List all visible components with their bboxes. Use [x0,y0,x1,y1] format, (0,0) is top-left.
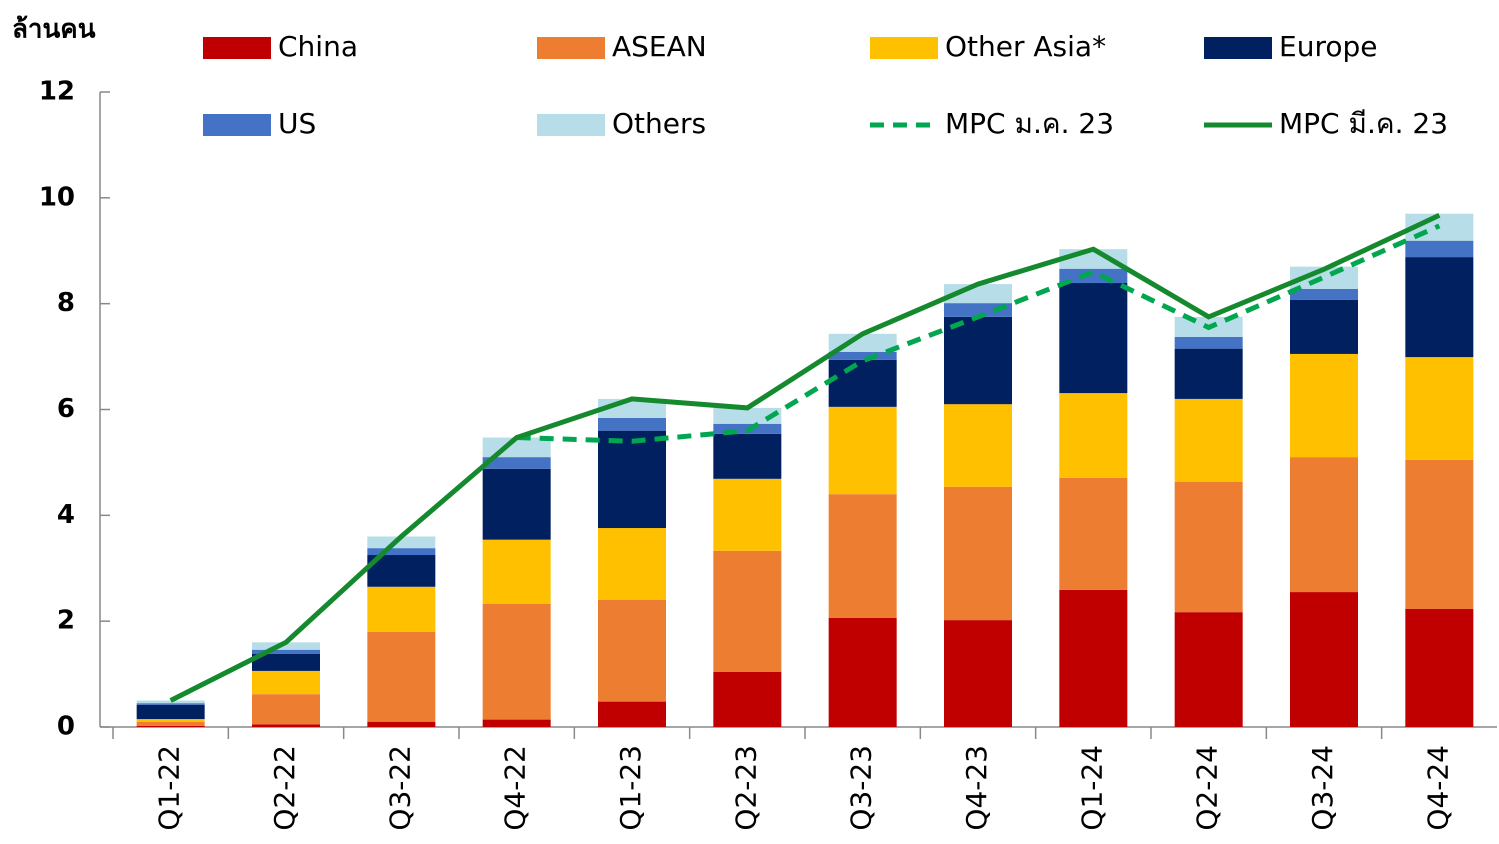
legend-swatch [1204,37,1272,59]
legend-swatch [870,37,938,59]
legend-label: Other Asia* [945,30,1106,63]
bar-segment [367,721,436,727]
bar-segment [1059,477,1128,590]
line-series [516,223,1441,444]
y-tick-label: 0 [57,712,75,742]
bar-segment [713,478,782,551]
x-tick-label: Q3-23 [845,745,878,831]
x-tick-label: Q2-23 [729,745,762,831]
bar-segment [598,528,666,600]
bar-segment [713,433,782,479]
legend-swatch [203,37,271,59]
bar-segment [1174,612,1243,727]
bar-segment [944,486,1012,621]
line-series [169,213,1441,703]
bar-segment [136,721,205,726]
bar-segment [252,649,320,654]
bar-segment [1059,393,1128,478]
bar-segment [482,719,551,727]
x-tick-label: Q1-23 [614,745,647,831]
bar-segment [367,536,436,549]
bar-segment [828,406,897,495]
bar-segment [713,407,782,424]
bar-segment [828,359,897,407]
legend-label: ASEAN [612,30,707,63]
x-tick-label: Q1-24 [1075,745,1108,831]
legend-label: Europe [1279,30,1377,63]
legend-label: MPC ม.ค. 23 [945,107,1114,140]
bar-segment [944,404,1012,487]
bar-segment [252,694,320,725]
bar-segment [713,671,782,727]
bar-segment [252,670,320,695]
bar-segment [1290,353,1358,458]
bar-segment [828,617,897,727]
bar-segment [136,703,205,705]
legend-swatch [537,114,605,136]
legend-label: MPC มี.ค. 23 [1279,107,1448,140]
bar-segment [1290,288,1358,300]
bar-segment [1405,257,1474,358]
bar-segment [944,303,1012,317]
bar-segment [828,494,897,618]
x-tick-label: Q4-22 [499,745,532,831]
bar-segment [252,724,320,727]
x-tick-label: Q2-22 [268,745,301,831]
bar-segment [598,430,666,529]
bar-segment [944,620,1012,727]
bar-segment [1290,457,1358,593]
bar-segment [482,468,551,540]
y-tick-label: 6 [57,394,75,424]
legend-label: China [278,30,358,63]
bar-segment [1059,589,1128,727]
bar-segment [1174,337,1243,349]
x-tick-label: Q1-22 [153,745,186,831]
bar-segment [136,700,205,704]
bar-segment [598,701,666,727]
bar-segment [1174,348,1243,399]
bar-segment [367,548,436,556]
legend-label: Others [612,107,706,140]
bar-segment [1405,240,1474,258]
legend-swatch [203,114,271,136]
x-tick-label: Q2-24 [1191,745,1224,831]
bar-segment [1059,283,1128,394]
bar-segment [482,603,551,720]
bar-segment [136,719,205,722]
bar-segment [1405,608,1474,727]
y-tick-label: 10 [39,182,75,212]
bar-segment [944,316,1012,405]
x-tick-label: Q4-23 [960,745,993,831]
bar-segment [1174,398,1243,482]
legend-label: US [278,107,316,140]
bar-segment [1290,299,1358,354]
x-tick-label: Q3-22 [383,745,416,831]
y-tick-label: 8 [57,288,75,318]
bar-segment [482,457,551,469]
bar-segment [367,586,436,632]
y-tick-label: 12 [39,77,75,107]
bar-segment [252,642,320,650]
y-axis-label: ล้านคน [12,15,96,45]
x-tick-label: Q4-24 [1421,745,1454,831]
bar-segment [713,550,782,672]
bar-segment [828,351,897,360]
bar-segment [482,539,551,604]
y-tick-label: 4 [57,500,75,530]
bar-segment [1290,592,1358,727]
bar-segment [598,417,666,431]
bar-segment [252,653,320,671]
x-tick-label: Q3-24 [1306,745,1339,831]
bar-segment [1405,357,1474,460]
bar-segment [1174,481,1243,613]
bar-segment [136,704,205,720]
bar-segment [1405,459,1474,609]
legend-swatch [537,37,605,59]
bar-segment [598,600,666,702]
bar-segment [367,631,436,722]
y-tick-label: 2 [57,606,75,636]
bar-segment [136,725,205,727]
